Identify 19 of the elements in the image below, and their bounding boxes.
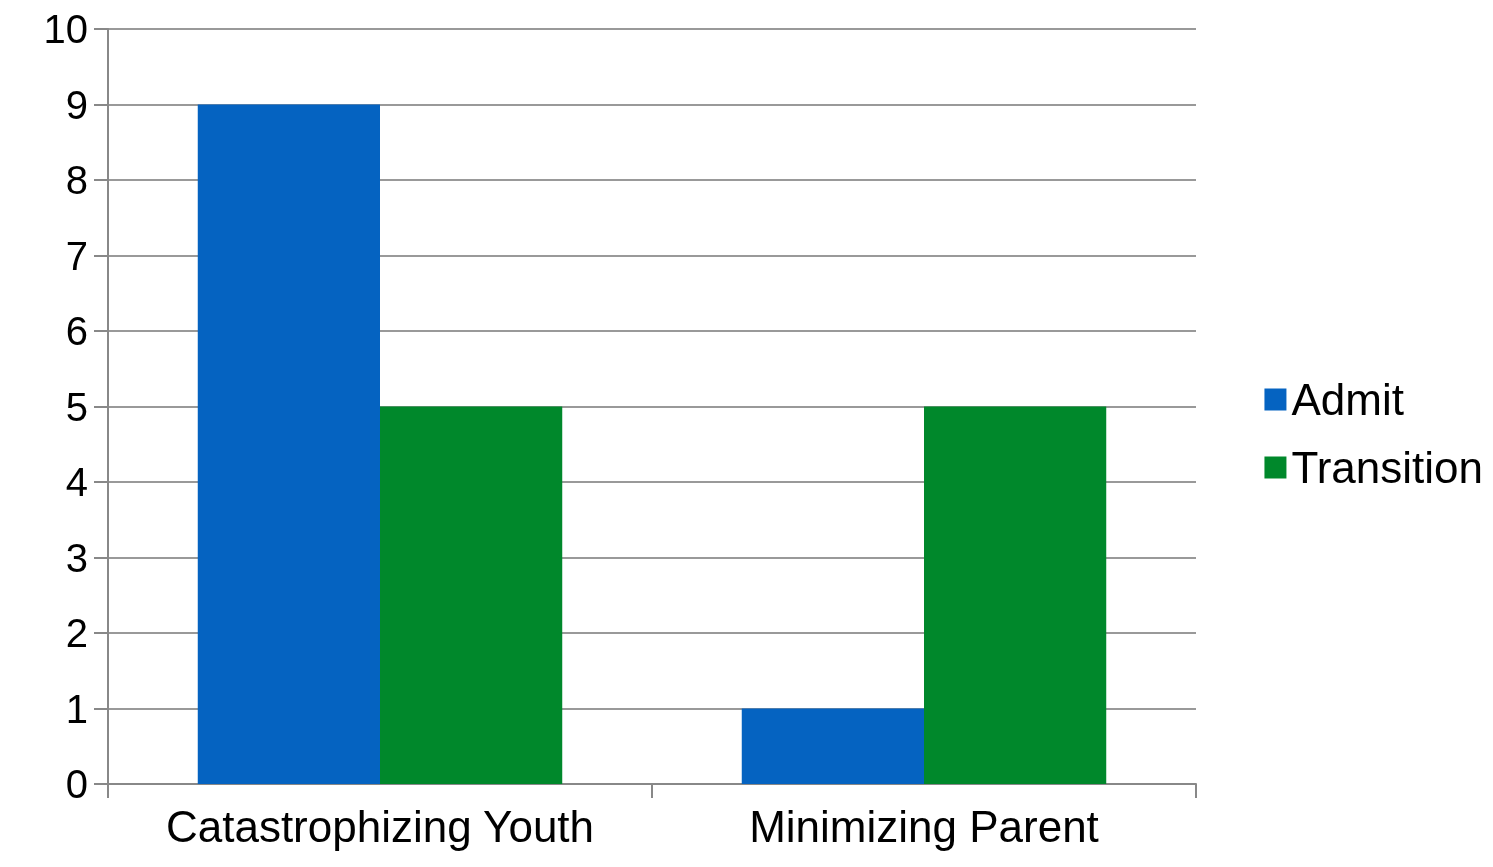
bar: [741, 708, 924, 784]
y-tick-label: 0: [65, 762, 88, 806]
legend-label: Admit: [1291, 375, 1404, 424]
bar: [924, 406, 1107, 784]
y-tick-label: 7: [65, 233, 88, 278]
y-tick-label: 3: [65, 535, 88, 580]
y-tick-label: 5: [65, 384, 88, 429]
y-tick-label: 2: [65, 611, 88, 655]
y-tick-label: 4: [65, 460, 88, 504]
x-tick-label: Minimizing Parent: [749, 801, 1099, 851]
y-tick-label: 10: [43, 7, 88, 51]
y-tick-label: 9: [65, 82, 88, 127]
y-tick-label: 8: [65, 158, 88, 202]
x-tick-label: Catastrophizing Youth: [165, 801, 595, 851]
legend-label: Transition: [1291, 443, 1484, 492]
bar: [197, 104, 380, 784]
y-tick-label: 1: [65, 686, 88, 731]
y-tick-label: 6: [65, 309, 88, 353]
bar: [380, 406, 563, 784]
